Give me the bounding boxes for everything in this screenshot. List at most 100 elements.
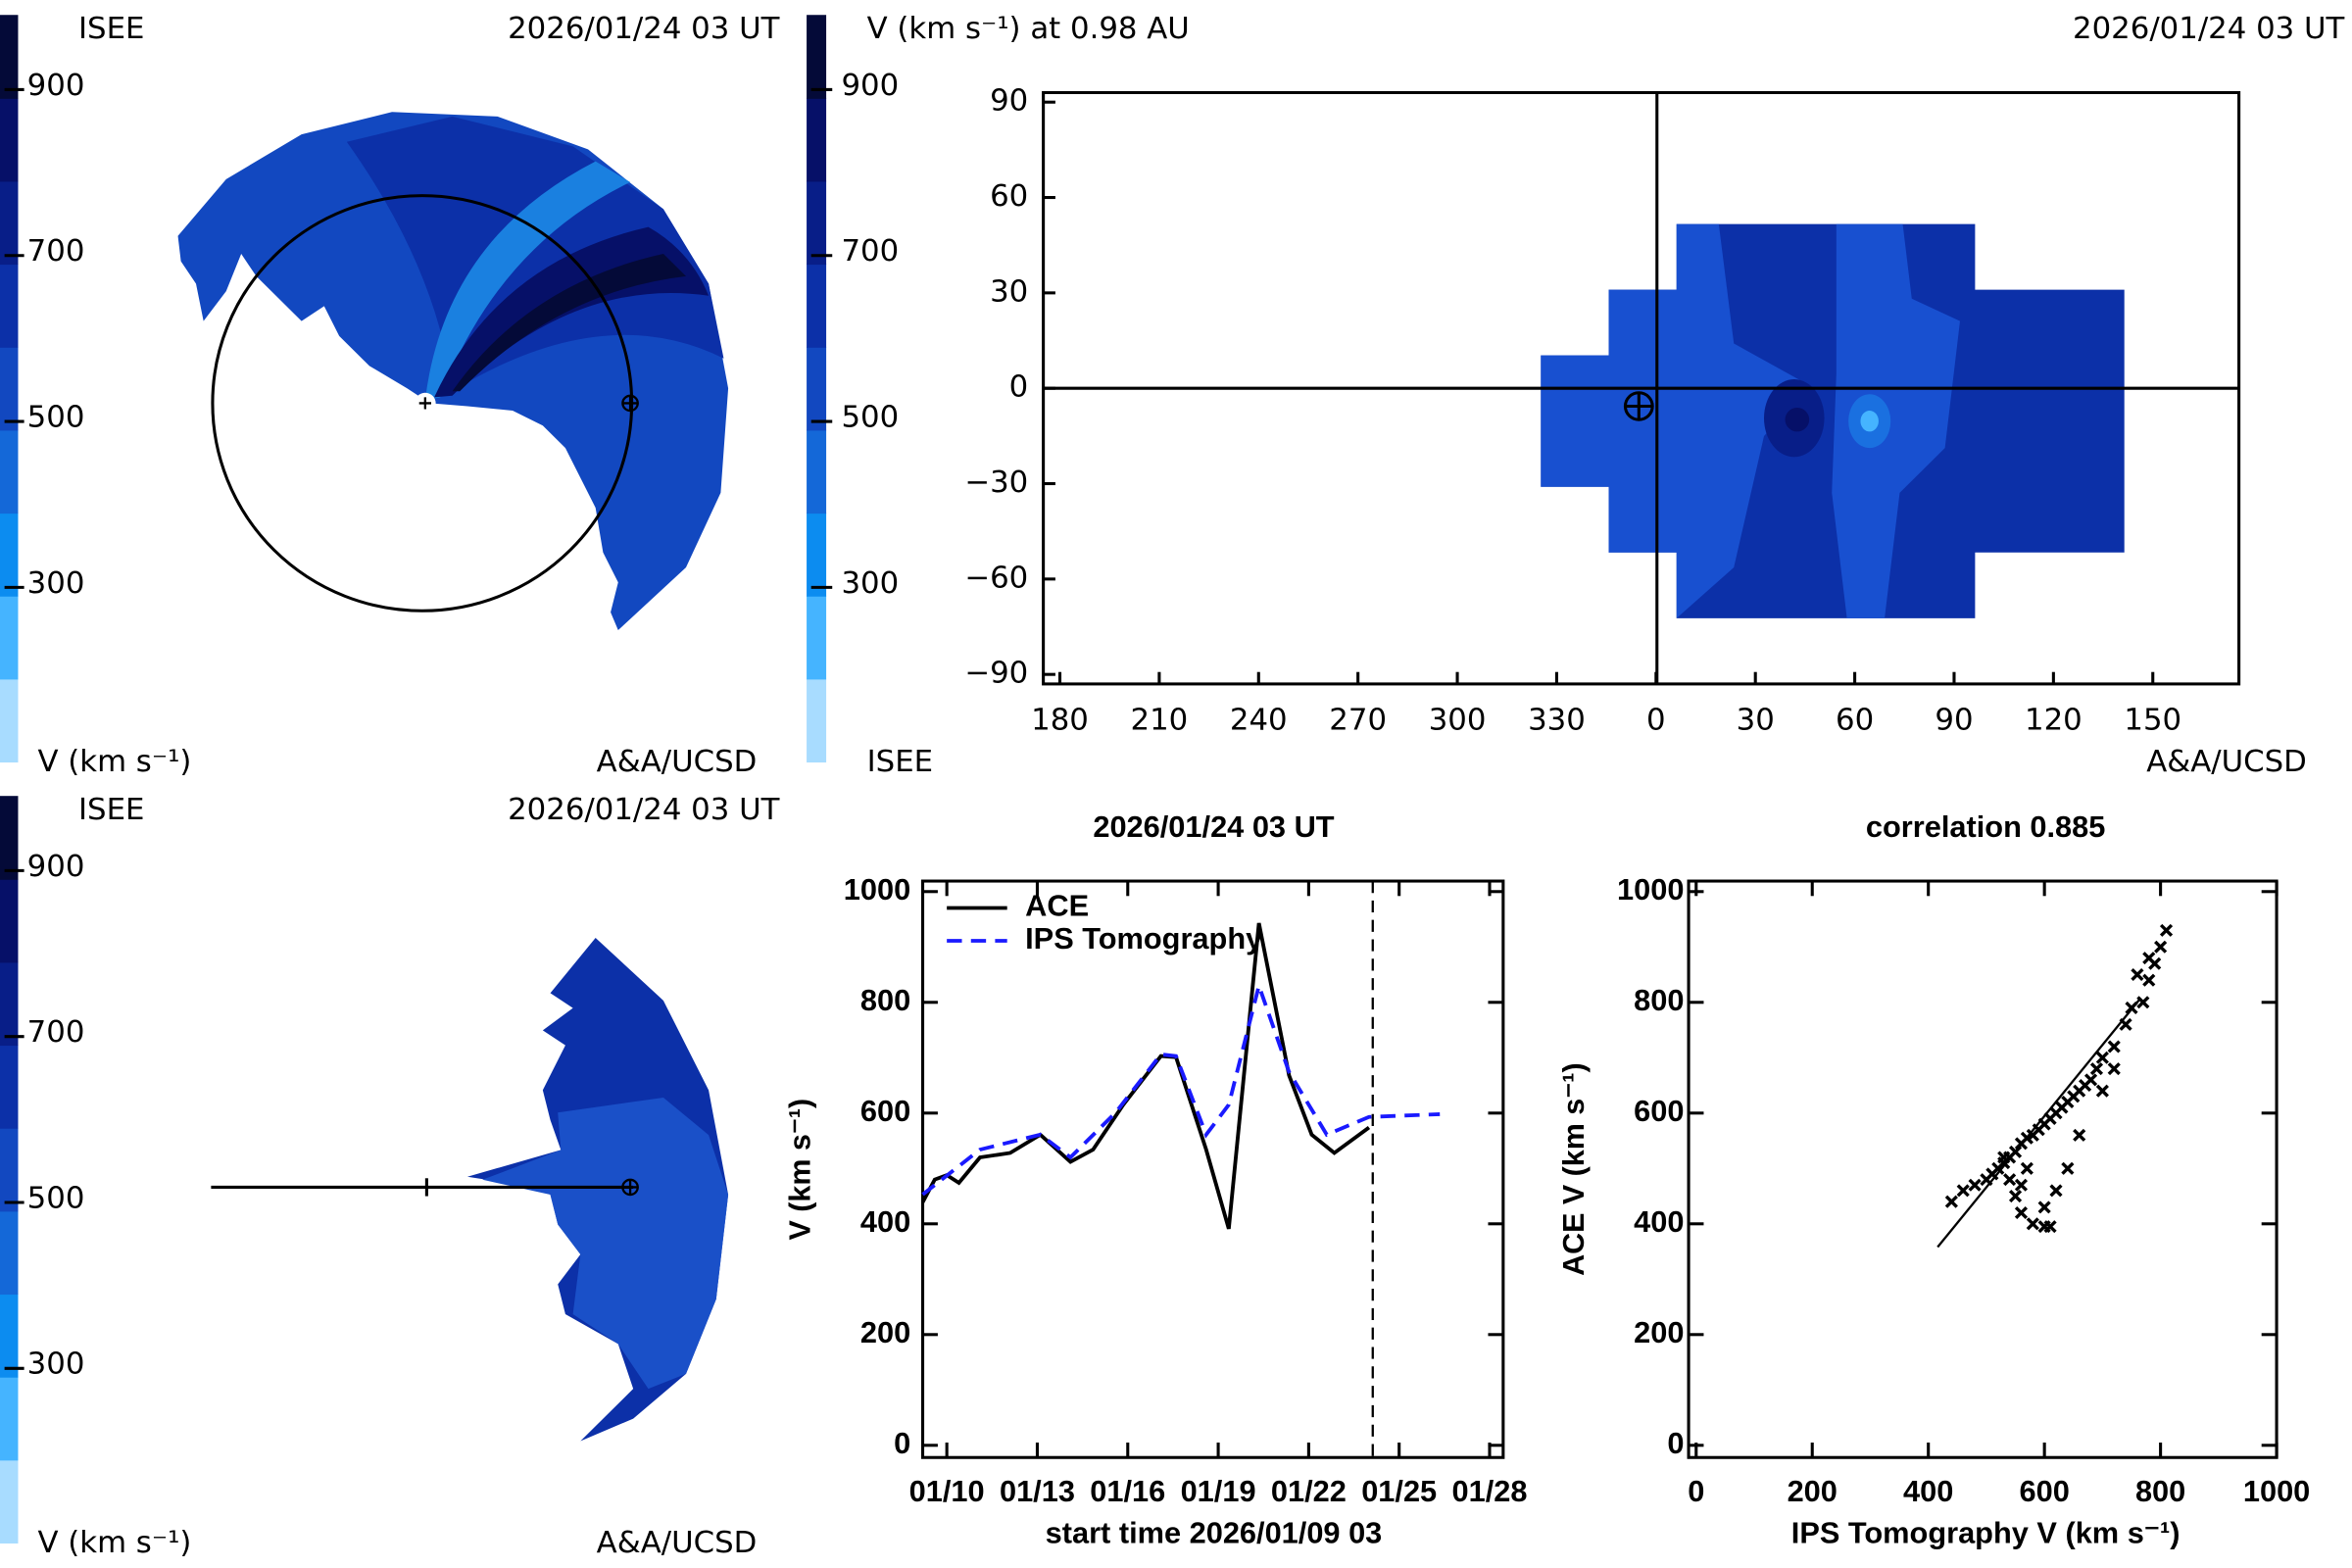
contour-region xyxy=(346,116,724,392)
series-line xyxy=(921,979,1441,1197)
scatter-point xyxy=(2043,1220,2057,1234)
x-tick-label: 1000 xyxy=(2243,1475,2310,1508)
plot-frame xyxy=(1687,879,2278,1459)
scatter-point xyxy=(1944,1195,1958,1208)
chart-title: 2026/01/24 03 UT xyxy=(1093,810,1335,844)
colorbar-band xyxy=(0,1127,19,1212)
scatter-point xyxy=(2142,952,2156,965)
colorbar-label: 700 xyxy=(27,234,85,269)
plot-frame xyxy=(921,879,1505,1459)
colorbar-band xyxy=(0,346,19,431)
polar-contour-bottom xyxy=(211,937,729,1442)
y-tick-label: 0 xyxy=(1667,1427,1684,1460)
colorbar-band xyxy=(807,180,827,266)
x-tick-label: 90 xyxy=(1935,704,1973,738)
colorbar-label: 700 xyxy=(841,234,899,269)
earth-mark xyxy=(622,1179,638,1196)
y-tick-label: 600 xyxy=(860,1095,910,1128)
scatter-point xyxy=(2014,1178,2029,1192)
colorbar-band xyxy=(0,1045,19,1129)
scatter-point xyxy=(2136,996,2150,1009)
x-tick-label: 0 xyxy=(1646,704,1666,738)
earth-mark xyxy=(622,395,638,412)
contour-region xyxy=(1785,408,1810,432)
panel-label: ISEE xyxy=(78,793,144,827)
colorbar-band xyxy=(0,878,19,963)
x-tick-label: 600 xyxy=(2019,1475,2069,1508)
colorbar-band xyxy=(0,1459,19,1544)
x-tick-label: 800 xyxy=(2135,1475,2185,1508)
y-tick-label: −30 xyxy=(964,466,1028,500)
x-tick-label: 270 xyxy=(1329,704,1387,738)
colorbar-label: 500 xyxy=(27,401,85,435)
colorbar-band xyxy=(807,595,827,680)
colorbar-label: 300 xyxy=(27,1348,85,1382)
colorbar-band xyxy=(0,1376,19,1461)
earth-mark xyxy=(1625,392,1653,420)
x-tick-label: 01/28 xyxy=(1452,1475,1528,1508)
colorbar-band xyxy=(0,678,19,763)
panel-date: 2026/01/24 03 UT xyxy=(508,793,780,827)
x-tick-label: 240 xyxy=(1230,704,1288,738)
colorbar-band xyxy=(807,264,827,348)
y-tick-label: 200 xyxy=(1634,1316,1684,1349)
colorbar-band xyxy=(0,1294,19,1378)
colorbar-band xyxy=(807,15,827,99)
scatter-point xyxy=(2089,1062,2104,1076)
panel-credit: A&A/UCSD xyxy=(597,1526,758,1560)
colorbar-band xyxy=(0,180,19,266)
panel-date: 2026/01/24 03 UT xyxy=(508,12,780,46)
contour-region xyxy=(1860,411,1879,432)
colorbar-band xyxy=(0,15,19,99)
colorbar-label: 900 xyxy=(27,69,85,103)
scatter-point xyxy=(2026,1217,2039,1231)
colorbar-band xyxy=(807,429,827,514)
scatter-point xyxy=(2107,1062,2121,1076)
polar-contour-top xyxy=(177,112,729,631)
scatter-point xyxy=(2125,1001,2138,1014)
x-tick-label: 120 xyxy=(2025,704,2082,738)
y-tick-label: −90 xyxy=(964,657,1028,691)
scatter-point xyxy=(2142,973,2156,987)
y-tick-label: 800 xyxy=(860,984,910,1017)
scatter-point xyxy=(2049,1184,2063,1198)
scatter-point xyxy=(2154,940,2168,954)
colorbar-title: V (km s⁻¹) xyxy=(37,745,191,779)
map-title: V (km s⁻¹) at 0.98 AU xyxy=(867,12,1190,46)
x-tick-label: 60 xyxy=(1836,704,1874,738)
colorbar-band xyxy=(807,346,827,431)
colorbar-band xyxy=(0,796,19,880)
scatter-point xyxy=(2037,1200,2051,1214)
x-tick-label: 01/25 xyxy=(1361,1475,1437,1508)
colorbar-band xyxy=(0,429,19,514)
x-tick-label: 150 xyxy=(2124,704,2181,738)
x-tick-label: 01/13 xyxy=(1000,1475,1075,1508)
contour-region xyxy=(1541,223,1810,618)
scatter-point xyxy=(2107,1040,2121,1054)
y-tick-label: 1000 xyxy=(1617,873,1684,906)
y-tick-label: 90 xyxy=(990,84,1028,119)
colorbar-band xyxy=(0,595,19,680)
panel-credit: A&A/UCSD xyxy=(2146,745,2307,779)
y-tick-label: 400 xyxy=(1634,1205,1684,1239)
y-tick-label: 800 xyxy=(1634,984,1684,1017)
y-tick-label: 60 xyxy=(990,179,1028,214)
y-tick-label: 200 xyxy=(860,1316,910,1349)
x-tick-label: 01/19 xyxy=(1181,1475,1256,1508)
contour-region xyxy=(482,1098,729,1390)
legend-label: ACE xyxy=(1025,890,1089,923)
y-tick-label: 30 xyxy=(990,274,1028,309)
colorbar-title: V (km s⁻¹) xyxy=(37,1526,191,1560)
map-contour xyxy=(1042,90,2241,686)
colorbar-label: 900 xyxy=(841,69,899,103)
x-tick-label: 30 xyxy=(1737,704,1775,738)
colorbar-label: 900 xyxy=(27,850,85,884)
colorbar-band xyxy=(0,97,19,182)
x-tick-label: 01/22 xyxy=(1271,1475,1347,1508)
contour-region xyxy=(1832,223,1960,618)
colorbar-band xyxy=(807,678,827,763)
y-tick-label: −60 xyxy=(964,561,1028,595)
scatter-point xyxy=(2014,1205,2029,1220)
